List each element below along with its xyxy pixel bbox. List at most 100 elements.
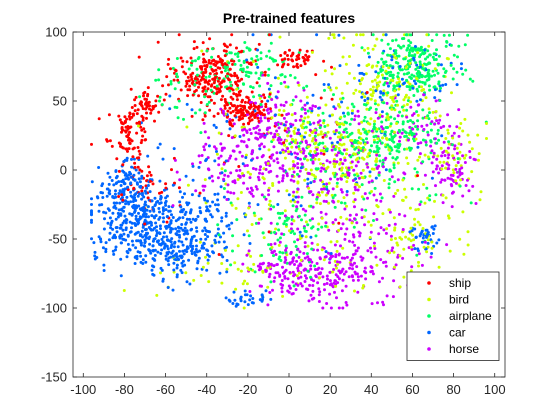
point-car xyxy=(411,86,415,90)
point-car xyxy=(294,195,298,199)
point-ship xyxy=(204,67,207,71)
point-bird xyxy=(406,162,410,165)
point-horse xyxy=(207,136,211,140)
point-horse xyxy=(379,226,383,230)
point-ship xyxy=(197,85,200,89)
point-airplane xyxy=(380,120,384,124)
point-ship xyxy=(127,133,130,137)
point-horse xyxy=(446,113,450,117)
point-car xyxy=(164,196,168,200)
point-ship xyxy=(115,157,119,161)
point-horse xyxy=(345,227,349,231)
point-car xyxy=(374,89,378,93)
point-bird xyxy=(342,196,346,200)
point-ship xyxy=(190,77,194,81)
point-bird xyxy=(455,146,459,150)
point-car xyxy=(152,237,156,241)
point-bird xyxy=(398,285,402,289)
point-horse xyxy=(307,299,311,303)
point-car xyxy=(222,195,226,199)
point-car xyxy=(189,210,193,214)
point-horse xyxy=(258,262,262,266)
point-horse xyxy=(310,107,314,111)
point-bird xyxy=(342,123,346,127)
point-bird xyxy=(444,137,448,140)
point-car xyxy=(161,212,165,216)
point-horse xyxy=(312,296,316,300)
point-car xyxy=(250,158,253,162)
point-car xyxy=(137,171,141,175)
point-car xyxy=(256,65,260,69)
point-airplane xyxy=(403,57,407,61)
point-horse xyxy=(355,265,359,269)
point-car xyxy=(175,233,179,237)
point-airplane xyxy=(276,238,280,242)
point-horse xyxy=(340,256,344,260)
point-horse xyxy=(320,166,324,170)
point-ship xyxy=(301,55,305,59)
point-airplane xyxy=(300,218,303,222)
point-bird xyxy=(375,127,379,131)
point-car xyxy=(161,277,165,281)
point-bird xyxy=(281,294,285,298)
point-car xyxy=(345,190,349,193)
point-car xyxy=(337,33,341,37)
point-car xyxy=(118,236,122,240)
point-ship xyxy=(230,59,233,63)
point-airplane xyxy=(353,173,357,177)
point-bird xyxy=(246,229,249,233)
point-horse xyxy=(246,187,249,191)
point-airplane xyxy=(414,125,418,129)
point-airplane xyxy=(383,130,387,134)
point-car xyxy=(132,173,136,177)
point-bird xyxy=(451,168,455,172)
point-car xyxy=(203,226,207,230)
point-bird xyxy=(337,103,341,106)
point-bird xyxy=(323,145,327,149)
point-horse xyxy=(272,159,276,163)
point-bird xyxy=(332,162,336,166)
point-horse xyxy=(377,280,381,284)
point-car xyxy=(185,245,189,249)
point-car xyxy=(153,196,157,200)
point-airplane xyxy=(388,145,392,149)
point-horse xyxy=(342,272,346,276)
point-car xyxy=(309,153,313,157)
point-car xyxy=(122,189,126,193)
point-airplane xyxy=(458,184,462,188)
point-bird xyxy=(207,280,211,284)
point-car xyxy=(111,249,115,253)
point-horse xyxy=(341,162,345,166)
point-horse xyxy=(284,248,288,252)
point-horse xyxy=(389,234,393,238)
point-horse xyxy=(260,142,264,146)
point-car xyxy=(137,218,141,221)
point-ship xyxy=(197,94,201,98)
point-bird xyxy=(307,145,310,149)
point-horse xyxy=(236,144,240,148)
point-bird xyxy=(446,128,450,132)
point-bird xyxy=(381,212,385,216)
point-car xyxy=(418,65,422,69)
point-horse xyxy=(254,167,258,171)
point-ship xyxy=(289,54,293,58)
point-bird xyxy=(413,217,416,221)
point-horse xyxy=(304,111,307,115)
point-horse xyxy=(430,120,434,124)
point-car xyxy=(103,217,106,221)
point-airplane xyxy=(175,57,179,60)
point-horse xyxy=(374,111,378,115)
point-bird xyxy=(420,85,423,89)
point-car xyxy=(214,126,218,129)
point-car xyxy=(97,166,101,169)
point-horse xyxy=(359,171,363,175)
point-bird xyxy=(375,157,378,161)
point-horse xyxy=(294,95,298,99)
point-horse xyxy=(287,112,290,116)
point-horse xyxy=(380,114,384,118)
point-car xyxy=(261,295,265,299)
point-bird xyxy=(388,124,392,128)
point-car xyxy=(147,215,150,219)
point-horse xyxy=(222,162,226,166)
point-airplane xyxy=(228,89,232,93)
